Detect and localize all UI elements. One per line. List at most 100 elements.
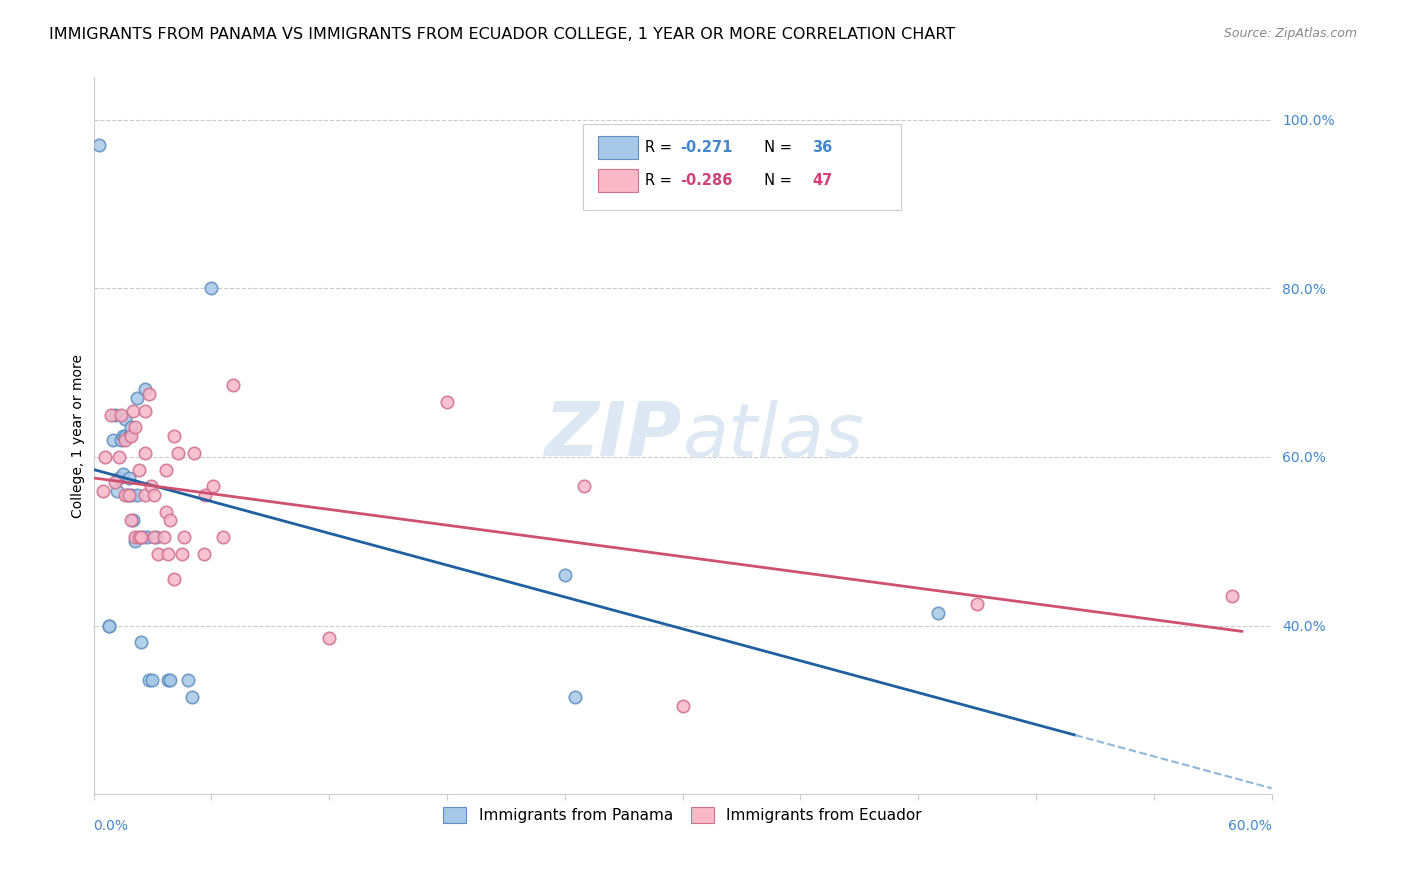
Point xyxy=(100,408,122,422)
Point xyxy=(118,429,141,443)
Point xyxy=(118,488,141,502)
Point xyxy=(159,513,181,527)
Text: Source: ZipAtlas.com: Source: ZipAtlas.com xyxy=(1223,27,1357,40)
Point xyxy=(118,471,141,485)
Point xyxy=(98,618,121,632)
Point xyxy=(134,445,156,459)
Point xyxy=(148,547,170,561)
Point xyxy=(124,530,146,544)
Point xyxy=(110,433,132,447)
Point xyxy=(153,530,176,544)
Point xyxy=(114,433,136,447)
Point xyxy=(129,530,152,544)
Point xyxy=(121,403,143,417)
Point xyxy=(200,281,222,295)
Point xyxy=(94,450,117,464)
Point xyxy=(222,378,245,392)
Point xyxy=(145,530,167,544)
Point xyxy=(129,635,152,649)
Text: N =: N = xyxy=(755,173,796,188)
Point xyxy=(183,445,205,459)
Text: 47: 47 xyxy=(813,173,832,188)
Point xyxy=(143,530,166,544)
Point xyxy=(564,690,586,705)
Text: R =: R = xyxy=(645,140,676,155)
Point xyxy=(108,450,131,464)
Text: 36: 36 xyxy=(813,140,832,155)
Point xyxy=(180,690,202,705)
Point xyxy=(672,698,695,713)
Text: -0.271: -0.271 xyxy=(681,140,733,155)
Point xyxy=(141,673,163,688)
Point xyxy=(125,488,148,502)
Point xyxy=(143,488,166,502)
Point xyxy=(134,488,156,502)
Point xyxy=(167,445,190,459)
Point xyxy=(155,462,177,476)
Point xyxy=(173,530,195,544)
Point xyxy=(104,475,127,490)
Point xyxy=(966,598,988,612)
Point xyxy=(120,429,142,443)
Point xyxy=(93,483,115,498)
Text: atlas: atlas xyxy=(683,400,865,472)
Point xyxy=(120,513,142,527)
Text: 60.0%: 60.0% xyxy=(1227,820,1271,833)
Point xyxy=(554,568,576,582)
Point xyxy=(121,513,143,527)
Point xyxy=(202,479,225,493)
Text: N =: N = xyxy=(755,140,796,155)
Point xyxy=(114,429,136,443)
Text: IMMIGRANTS FROM PANAMA VS IMMIGRANTS FROM ECUADOR COLLEGE, 1 YEAR OR MORE CORREL: IMMIGRANTS FROM PANAMA VS IMMIGRANTS FRO… xyxy=(49,27,956,42)
Point xyxy=(138,386,160,401)
Point xyxy=(89,137,111,152)
Text: ZIP: ZIP xyxy=(546,400,683,472)
Text: R =: R = xyxy=(645,173,676,188)
Point xyxy=(135,530,157,544)
Point xyxy=(212,530,235,544)
Legend: Immigrants from Panama, Immigrants from Ecuador: Immigrants from Panama, Immigrants from … xyxy=(437,801,928,830)
Point xyxy=(112,429,135,443)
Text: 0.0%: 0.0% xyxy=(94,820,128,833)
Point xyxy=(927,606,949,620)
Point xyxy=(98,618,121,632)
Point xyxy=(112,467,135,481)
Point xyxy=(110,408,132,422)
Point xyxy=(193,547,215,561)
FancyBboxPatch shape xyxy=(598,169,638,192)
Point xyxy=(139,479,162,493)
Point xyxy=(170,547,193,561)
Point xyxy=(138,673,160,688)
Point xyxy=(157,547,180,561)
Point xyxy=(1222,589,1244,603)
Point xyxy=(120,420,142,434)
FancyBboxPatch shape xyxy=(582,124,901,210)
Point xyxy=(574,479,596,493)
Point xyxy=(134,403,156,417)
Point xyxy=(105,483,128,498)
Point xyxy=(124,420,146,434)
Point xyxy=(155,505,177,519)
Point xyxy=(108,471,131,485)
Point xyxy=(114,488,136,502)
Point xyxy=(159,673,181,688)
Point xyxy=(115,488,138,502)
Point xyxy=(318,631,340,645)
Point xyxy=(131,530,153,544)
FancyBboxPatch shape xyxy=(598,136,638,159)
Point xyxy=(157,673,180,688)
Point xyxy=(436,395,458,409)
Point xyxy=(125,391,148,405)
Point xyxy=(104,408,127,422)
Point xyxy=(177,673,200,688)
Point xyxy=(120,488,142,502)
Point xyxy=(128,530,150,544)
Y-axis label: College, 1 year or more: College, 1 year or more xyxy=(72,354,86,517)
Point xyxy=(194,488,217,502)
Point xyxy=(103,433,125,447)
Point xyxy=(124,534,146,549)
Point xyxy=(134,383,156,397)
Point xyxy=(163,429,186,443)
Point xyxy=(163,572,186,586)
Text: -0.286: -0.286 xyxy=(681,173,733,188)
